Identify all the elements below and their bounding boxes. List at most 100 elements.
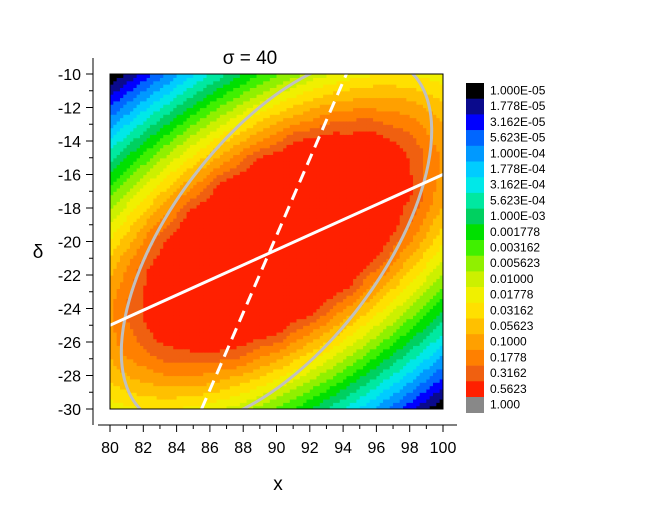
contour-cell <box>196 271 201 276</box>
contour-cell <box>126 191 131 196</box>
contour-cell <box>139 90 144 95</box>
contour-cell <box>163 204 168 209</box>
contour-cell <box>149 84 154 88</box>
contour-cell <box>129 110 134 115</box>
contour-cell <box>136 295 141 300</box>
contour-cell <box>159 385 164 390</box>
contour-cell <box>166 375 171 380</box>
contour-cell <box>166 204 171 209</box>
contour-cell <box>203 144 208 149</box>
contour-cell <box>169 305 174 310</box>
contour-cell <box>149 295 154 300</box>
contour-cell <box>123 137 128 142</box>
contour-cell <box>156 352 161 356</box>
contour-cell <box>173 90 178 95</box>
contour-cell <box>199 151 204 155</box>
contour-cell <box>113 94 118 99</box>
contour-cell <box>143 331 148 336</box>
contour-cell <box>189 74 194 78</box>
contour-cell <box>113 315 118 320</box>
contour-cell <box>193 281 198 286</box>
contour-cell <box>133 248 138 253</box>
contour-cell <box>203 100 208 105</box>
contour-cell <box>149 154 154 159</box>
contour-cell <box>119 402 124 407</box>
contour-cell <box>136 171 141 176</box>
contour-cell <box>166 154 171 159</box>
contour-cell <box>113 311 118 316</box>
contour-cell <box>189 331 194 336</box>
contour-cell <box>196 238 201 243</box>
contour-cell <box>183 171 188 176</box>
contour-cell <box>136 120 141 125</box>
contour-cell <box>203 177 208 182</box>
contour-cell <box>199 268 204 273</box>
contour-cell <box>119 375 124 380</box>
contour-cell <box>133 241 138 246</box>
contour-cell <box>173 368 178 373</box>
contour-cell <box>153 264 158 269</box>
contour-cell <box>143 261 148 266</box>
contour-cell <box>209 164 214 169</box>
contour-cell <box>156 141 161 145</box>
contour-cell <box>213 382 218 387</box>
contour-cell <box>186 157 191 162</box>
contour-cell <box>159 288 164 293</box>
contour-cell <box>203 362 208 367</box>
contour-cell <box>169 187 174 192</box>
contour-cell <box>179 137 184 142</box>
contour-cell <box>193 181 198 186</box>
contour-cell <box>179 114 184 119</box>
contour-cell <box>119 204 124 209</box>
contour-cell <box>166 325 171 330</box>
contour-cell <box>129 208 134 212</box>
contour-cell <box>186 335 191 340</box>
contour-cell <box>196 214 201 219</box>
contour-cell <box>133 191 138 196</box>
contour-cell <box>110 285 114 289</box>
contour-cell <box>183 147 188 152</box>
contour-cell <box>199 80 204 85</box>
contour-cell <box>199 221 204 226</box>
contour-cell <box>206 328 211 333</box>
contour-cell <box>110 187 114 192</box>
contour-cell <box>113 231 118 236</box>
contour-cell <box>163 90 168 95</box>
contour-cell <box>166 254 171 259</box>
contour-cell <box>163 231 168 236</box>
contour-cell <box>133 258 138 263</box>
contour-cell <box>163 184 168 189</box>
contour-cell <box>146 77 151 82</box>
contour-cell <box>126 405 131 409</box>
contour-cell <box>136 164 141 169</box>
contour-cell <box>213 388 218 393</box>
contour-cell <box>126 372 131 377</box>
contour-cell <box>209 355 214 360</box>
contour-cell <box>179 348 184 353</box>
contour-cell <box>203 372 208 377</box>
contour-cell <box>136 208 141 212</box>
contour-cell <box>139 151 144 155</box>
contour-cell <box>129 261 134 266</box>
contour-cell <box>153 144 158 149</box>
contour-cell <box>169 392 174 397</box>
contour-cell <box>146 338 151 343</box>
contour-cell <box>163 342 168 346</box>
contour-cell <box>159 395 164 400</box>
contour-cell <box>199 224 204 229</box>
contour-cell <box>129 281 134 286</box>
contour-cell <box>113 147 118 152</box>
contour-cell <box>119 77 124 82</box>
contour-cell <box>149 161 154 166</box>
contour-cell <box>206 271 211 276</box>
contour-cell <box>139 104 144 109</box>
contour-cell <box>146 157 151 162</box>
contour-cell <box>176 264 181 269</box>
contour-cell <box>119 151 124 155</box>
contour-cell <box>183 167 188 172</box>
contour-cell <box>133 130 138 135</box>
contour-cell <box>203 315 208 320</box>
contour-cell <box>196 261 201 266</box>
contour-cell <box>203 261 208 266</box>
contour-cell <box>119 214 124 219</box>
